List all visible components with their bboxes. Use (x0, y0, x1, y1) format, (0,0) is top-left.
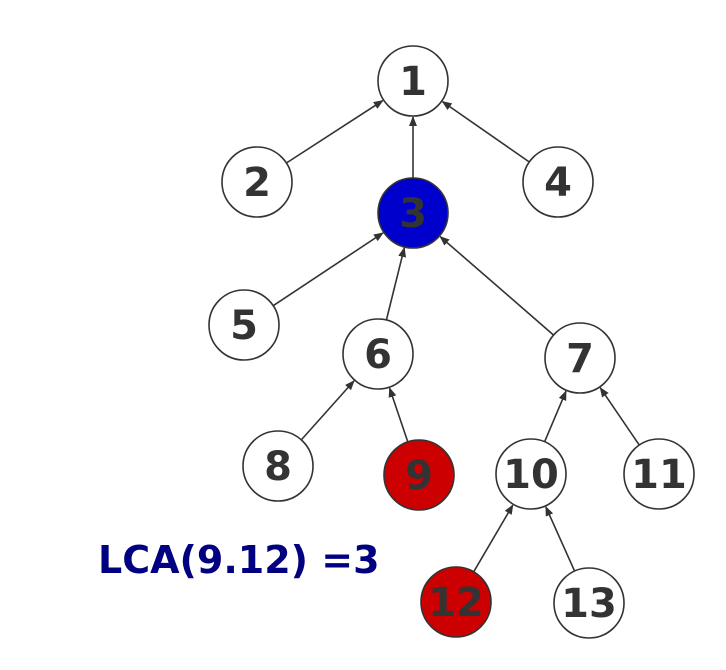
tree-node-4: 4 (522, 146, 594, 218)
node-label-13: 13 (561, 581, 617, 627)
tree-node-1: 1 (377, 45, 449, 117)
node-circle-4 (522, 146, 594, 218)
node-circle-8 (242, 430, 314, 502)
node-label-1: 1 (399, 59, 427, 105)
lca-result-caption: LCA(9.12) =3 (98, 538, 380, 582)
tree-node-8: 8 (242, 430, 314, 502)
node-label-11: 11 (631, 452, 687, 498)
node-label-12: 12 (428, 580, 484, 626)
node-circle-11 (623, 438, 695, 510)
edge-7-to-3 (439, 235, 555, 336)
node-circle-1 (377, 45, 449, 117)
node-label-3: 3 (399, 191, 427, 237)
tree-node-10: 10 (495, 438, 567, 510)
tree-node-2: 2 (221, 146, 293, 218)
edge-6-to-3 (385, 246, 407, 321)
node-label-8: 8 (264, 444, 292, 490)
node-circle-12 (420, 566, 492, 638)
tree-node-7: 7 (544, 322, 616, 394)
tree-node-5: 5 (208, 289, 280, 361)
node-label-5: 5 (230, 303, 258, 349)
node-circle-9 (383, 439, 455, 511)
node-label-9: 9 (405, 453, 433, 499)
edge-11-to-7 (599, 386, 640, 446)
node-label-6: 6 (364, 332, 392, 378)
tree-node-12: 12 (420, 566, 492, 638)
node-label-4: 4 (544, 160, 572, 206)
edge-5-to-3 (272, 232, 384, 307)
edges-layer (272, 99, 640, 573)
edge-8-to-6 (300, 380, 355, 441)
node-circle-6 (342, 318, 414, 390)
node-circle-10 (495, 438, 567, 510)
node-label-2: 2 (243, 160, 271, 206)
node-circle-5 (208, 289, 280, 361)
edge-10-to-7 (543, 390, 567, 443)
tree-node-3: 3 (377, 177, 449, 249)
edge-12-to-10 (473, 504, 514, 573)
node-circle-3 (377, 177, 449, 249)
edge-9-to-6 (388, 387, 409, 443)
tree-node-13: 13 (553, 567, 625, 639)
node-label-10: 10 (503, 452, 559, 498)
tree-node-6: 6 (342, 318, 414, 390)
node-circle-2 (221, 146, 293, 218)
node-circle-7 (544, 322, 616, 394)
edge-4-to-1 (441, 100, 530, 163)
edge-13-to-10 (545, 505, 576, 572)
node-label-7: 7 (566, 336, 594, 382)
node-circle-13 (553, 567, 625, 639)
edge-2-to-1 (285, 99, 384, 164)
tree-node-11: 11 (623, 438, 695, 510)
tree-node-9: 9 (383, 439, 455, 511)
